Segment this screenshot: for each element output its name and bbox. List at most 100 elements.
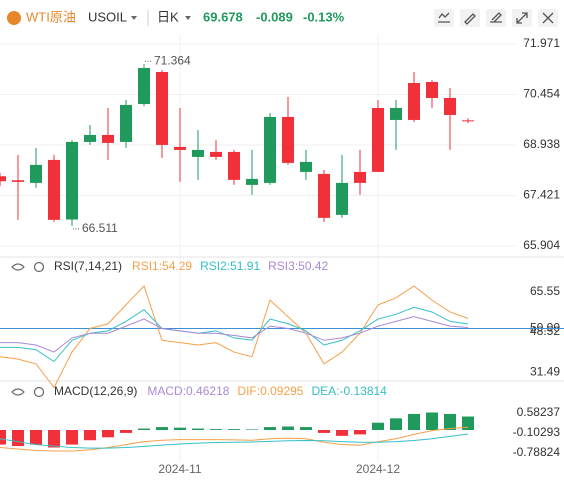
candle-body xyxy=(30,164,42,183)
y-tick-label: 48.52 xyxy=(530,324,560,338)
y-tick-label: 65.55 xyxy=(530,284,560,298)
candle-body xyxy=(210,151,222,157)
dropdown[interactable] xyxy=(185,16,191,20)
legend-entry: RSI3:50.42 xyxy=(268,259,328,273)
change-pct: -0.13% xyxy=(303,9,345,24)
y-tick-label: 0.58237 xyxy=(517,405,561,419)
indicator-title: MACD(12,26,9) xyxy=(54,384,137,398)
extreme-label: 71.364 xyxy=(154,53,191,67)
histogram-bar xyxy=(372,422,384,431)
candle-body xyxy=(426,81,438,98)
tool-icon xyxy=(516,12,528,24)
indicator-line xyxy=(0,426,469,452)
y-tick-label: 65.904 xyxy=(523,238,560,252)
candle-body xyxy=(462,120,474,122)
histogram-bar xyxy=(444,413,456,431)
indicator-title: RSI(7,14,21) xyxy=(54,259,122,273)
histogram-bar xyxy=(228,429,240,431)
y-tick-label: 31.49 xyxy=(530,364,560,378)
histogram-bar xyxy=(210,429,222,431)
legend-entry: DEA:-0.13814 xyxy=(311,384,387,398)
histogram-bar xyxy=(336,430,348,436)
dropdown[interactable] xyxy=(131,16,137,20)
y-tick-label: -0.78824 xyxy=(513,445,561,459)
indicator-line xyxy=(0,433,469,449)
histogram-bar xyxy=(120,430,132,433)
indicator-line xyxy=(0,306,469,363)
y-tick-label: 68.938 xyxy=(523,137,560,151)
candle-body xyxy=(246,178,258,185)
tool-icon xyxy=(438,12,450,23)
code: USOIL xyxy=(88,9,127,24)
eye-icon[interactable] xyxy=(11,388,25,396)
eye-icon[interactable] xyxy=(11,263,25,271)
legend-entry: RSI2:51.91 xyxy=(200,259,260,273)
histogram-bar xyxy=(156,427,168,431)
y-tick-label: 71.971 xyxy=(523,36,560,50)
candle-body xyxy=(102,134,114,143)
candle-body xyxy=(228,151,240,180)
histogram-bar xyxy=(390,418,402,431)
legend-entry: DIF:0.09295 xyxy=(237,384,303,398)
tool-icon xyxy=(490,12,502,23)
histogram-bar xyxy=(138,428,150,431)
tool-icon xyxy=(542,12,554,24)
tool-icon xyxy=(464,13,476,25)
candle-body xyxy=(174,146,186,150)
extreme-label: 66.511 xyxy=(82,221,118,235)
gear-icon[interactable] xyxy=(33,261,45,273)
candle-body xyxy=(156,71,168,145)
tool-button[interactable] xyxy=(460,9,480,27)
histogram-bar xyxy=(264,427,276,431)
histogram-bar xyxy=(462,416,474,431)
histogram-bar xyxy=(174,427,186,431)
tool-button[interactable] xyxy=(486,9,506,27)
candle-body xyxy=(408,82,420,120)
histogram-bar xyxy=(426,412,438,431)
change: -0.089 xyxy=(256,9,293,24)
candle-body xyxy=(300,161,312,172)
price: 69.678 xyxy=(203,9,243,24)
x-tick-label: 2024-11 xyxy=(158,462,201,476)
symbol-icon xyxy=(7,11,21,25)
candle-body xyxy=(336,182,348,215)
histogram-bar xyxy=(246,429,258,431)
candle-body xyxy=(66,141,78,220)
histogram-bar xyxy=(0,430,6,445)
histogram-bar xyxy=(408,413,420,431)
candle-body xyxy=(282,116,294,163)
candle-body xyxy=(192,149,204,157)
histogram-bar xyxy=(102,430,114,438)
candle-body xyxy=(138,68,150,104)
symbol[interactable]: WTI原油 xyxy=(26,9,76,24)
candle-body xyxy=(0,176,6,182)
indicator-line xyxy=(0,316,469,353)
candle-body xyxy=(390,107,402,120)
histogram-bar xyxy=(282,426,294,431)
candle-body xyxy=(120,104,132,142)
y-tick-label: 67.421 xyxy=(523,188,560,202)
candle-body xyxy=(444,97,456,115)
histogram-bar xyxy=(192,428,204,431)
period[interactable]: 日K xyxy=(157,9,179,24)
candle-body xyxy=(318,173,330,218)
histogram-bar xyxy=(84,430,96,441)
indicator-line xyxy=(0,285,469,389)
candle-body xyxy=(354,171,366,183)
candle-body xyxy=(12,180,24,182)
candle-body xyxy=(264,116,276,183)
legend-entry: RSI1:54.29 xyxy=(132,259,192,273)
histogram-bar xyxy=(318,430,330,433)
tool-button[interactable] xyxy=(434,9,454,27)
histogram-bar xyxy=(300,427,312,431)
y-tick-label: 70.454 xyxy=(523,87,560,101)
legend-entry: MACD:0.46218 xyxy=(147,384,229,398)
candle-body xyxy=(84,134,96,142)
y-tick-label: -0.10293 xyxy=(513,425,561,439)
gear-icon[interactable] xyxy=(33,386,45,398)
histogram-bar xyxy=(66,430,78,445)
candle-body xyxy=(48,159,60,220)
histogram-bar xyxy=(354,430,366,435)
histogram-bar xyxy=(12,430,24,447)
